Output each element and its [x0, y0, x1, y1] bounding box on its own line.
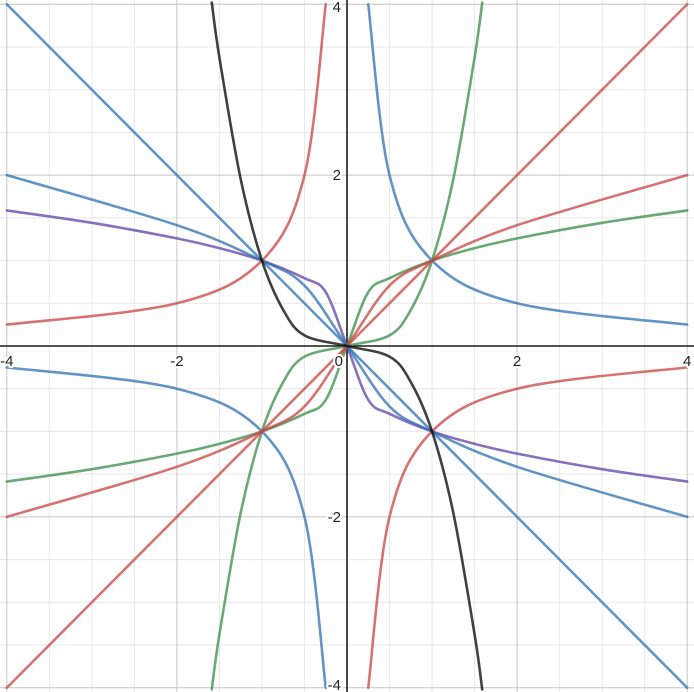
x-tick-label: 4 — [683, 353, 691, 370]
y-tick-label: 4 — [333, 0, 341, 16]
x-tick-label: -4 — [0, 353, 13, 370]
x-tick-label: 2 — [513, 353, 521, 370]
y-tick-label: -2 — [328, 509, 341, 526]
x-tick-label: -2 — [170, 353, 183, 370]
curve-10 — [210, 1, 484, 691]
y-tick-label: -4 — [328, 677, 341, 692]
y-tick-label: 2 — [333, 167, 341, 184]
curves — [5, 1, 689, 691]
x-tick-label: 0 — [335, 353, 343, 370]
